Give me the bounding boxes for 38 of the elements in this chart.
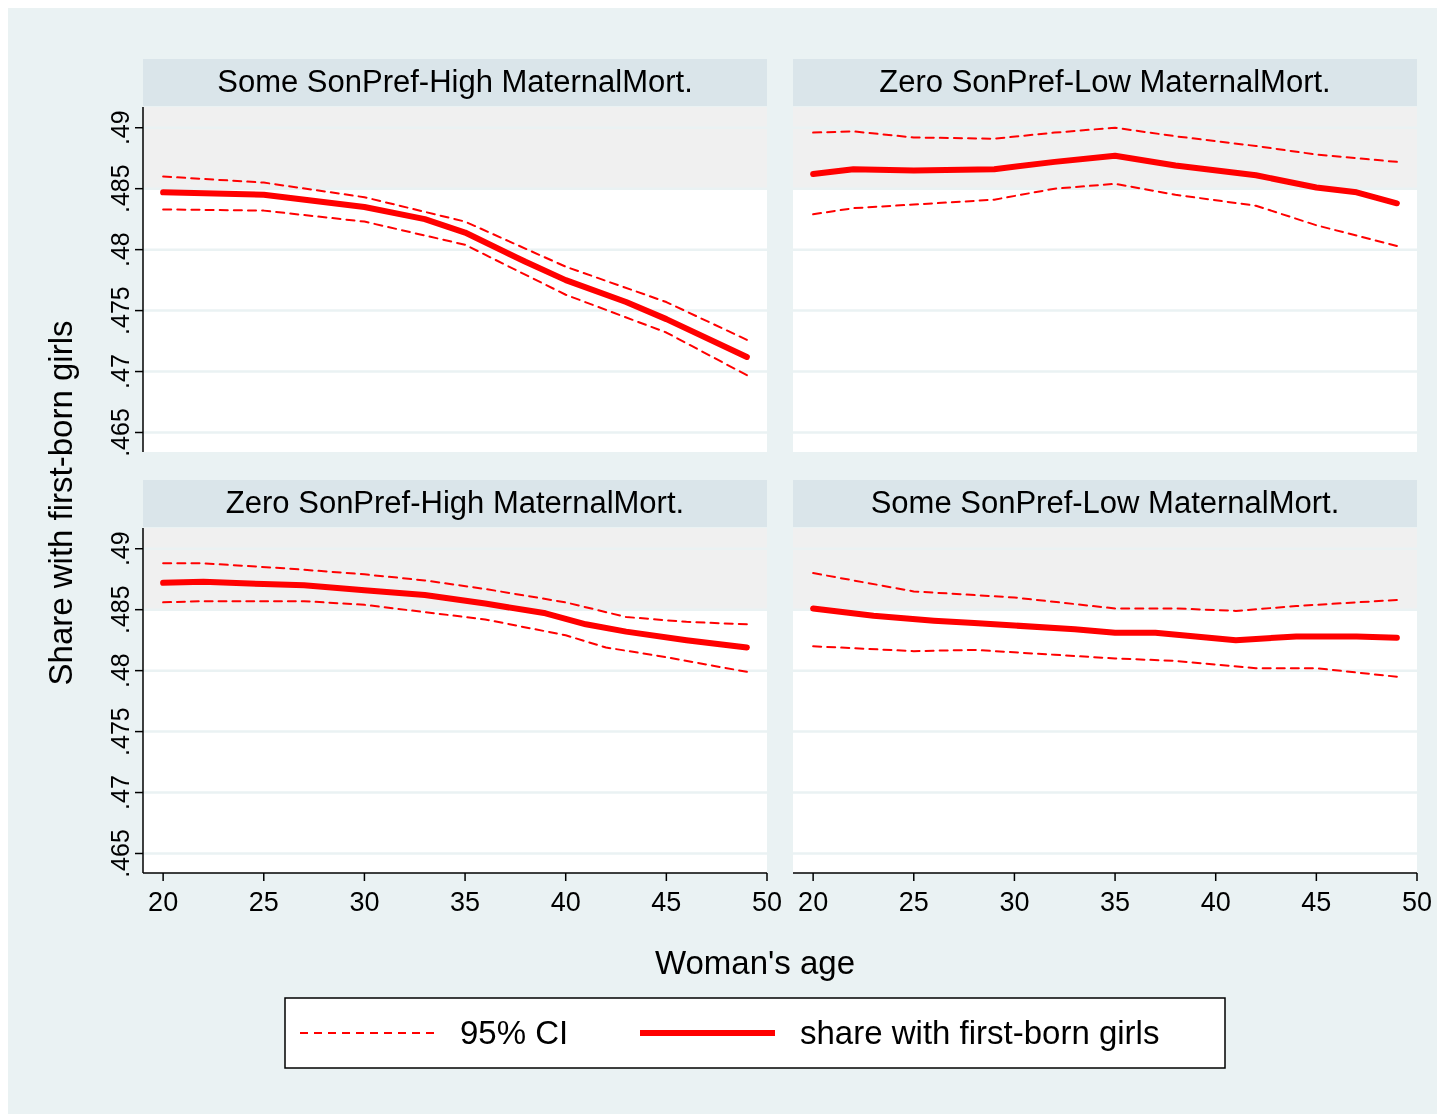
y-tick-label: .48 <box>106 232 134 268</box>
chart-title: Zero SonPref-High MaternalMort. <box>225 485 685 520</box>
x-axis-title: Woman's age <box>654 944 856 981</box>
y-tick-label: .475 <box>106 286 134 335</box>
y-tick-label: .48 <box>106 653 134 689</box>
y-tick-label: .49 <box>106 110 134 146</box>
y-tick-label: .485 <box>106 164 134 214</box>
chart-title: Some SonPref-Low MaternalMort. <box>870 485 1340 520</box>
x-tick-label: 45 <box>651 887 682 917</box>
x-tick-label: 30 <box>349 887 380 917</box>
chart-title: Zero SonPref-Low MaternalMort. <box>879 64 1331 99</box>
line-series <box>162 175 748 341</box>
legend-label: share with first-born girls <box>800 1014 1160 1051</box>
line-series <box>162 600 748 673</box>
y-tick-label: .47 <box>106 354 134 389</box>
y-tick-label: .49 <box>106 531 134 567</box>
x-tick-label: 50 <box>1401 887 1433 917</box>
x-tick-label: 40 <box>1200 887 1231 917</box>
y-tick-label: .465 <box>106 408 134 457</box>
y-tick-label: .465 <box>106 829 134 878</box>
x-tick-label: 40 <box>550 887 581 917</box>
chart-title: Some SonPref-High MaternalMort. <box>217 64 693 99</box>
x-tick-label: 25 <box>248 887 279 917</box>
y-tick-label: .485 <box>106 585 134 635</box>
line-series <box>162 562 748 626</box>
line-series <box>162 208 748 377</box>
y-axis-title: Share with first-born girls <box>42 320 79 686</box>
x-tick-label: 50 <box>751 887 783 917</box>
x-tick-label: 25 <box>898 887 929 917</box>
x-tick-label: 30 <box>999 887 1030 917</box>
y-tick-label: .47 <box>106 775 134 810</box>
x-tick-label: 35 <box>1100 887 1131 917</box>
x-tick-label: 35 <box>450 887 481 917</box>
x-tick-label: 20 <box>148 887 179 917</box>
x-tick-label: 20 <box>798 887 829 917</box>
legend-label: 95% CI <box>460 1014 569 1051</box>
y-tick-label: .475 <box>106 707 134 756</box>
x-tick-label: 45 <box>1301 887 1332 917</box>
